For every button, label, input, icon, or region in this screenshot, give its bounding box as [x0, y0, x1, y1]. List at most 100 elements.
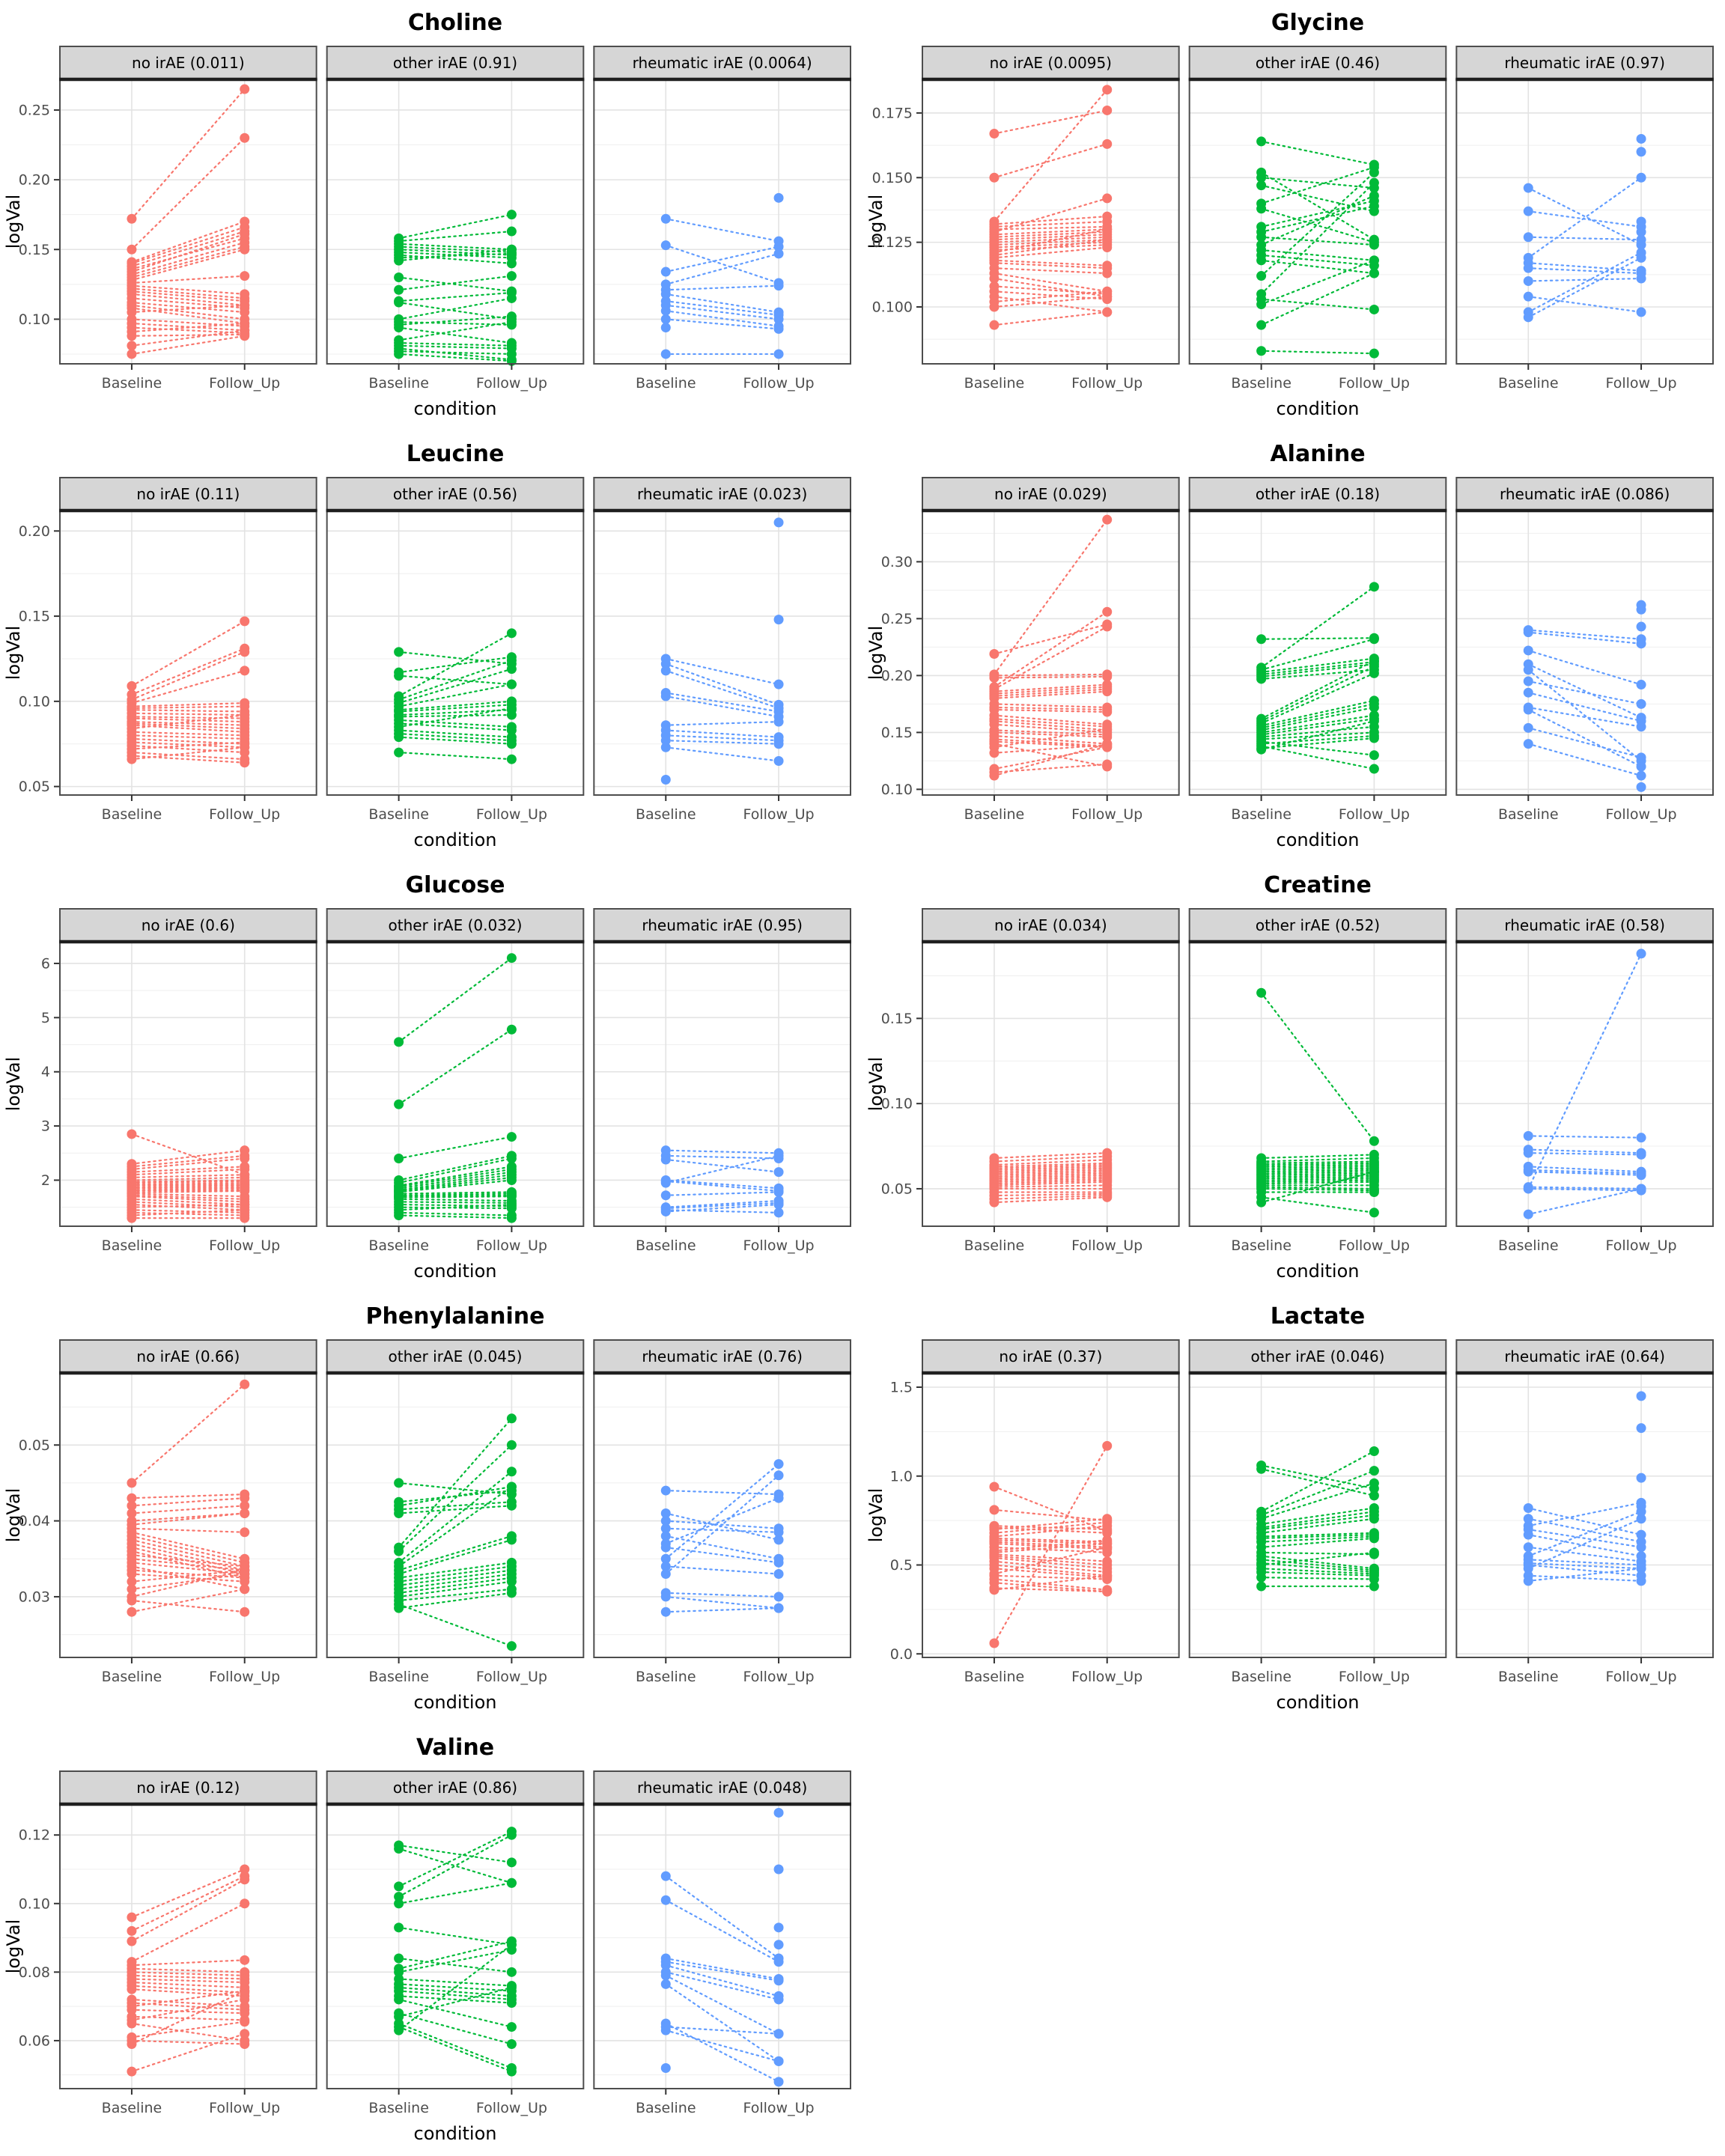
pair-line: [130, 2009, 246, 2015]
chart-svg-lactate: Lactate logVal condition 0.0 0.5 1.0 1.5 no irA…: [865, 1303, 1714, 1713]
pair-lines: [398, 1830, 513, 2073]
pair-lines: [130, 1133, 246, 1219]
data-point-baseline: [127, 349, 137, 359]
x-tick-label: Baseline: [102, 2100, 162, 2116]
x-tick-label: Baseline: [1231, 1237, 1292, 1254]
pair-line: [1260, 1551, 1375, 1566]
data-point-baseline: [989, 129, 1000, 139]
pair-line: [993, 763, 1108, 773]
data-point-baseline: [660, 1970, 671, 1981]
pair-line: [130, 1184, 246, 1187]
pair-line: [130, 88, 246, 220]
pair-line: [993, 1542, 1108, 1550]
facet-panel-no-irae-0-6-: no irAE (0.6) Baseline Follow_Up: [59, 908, 317, 1254]
pair-line: [993, 703, 1108, 709]
pair-line: [665, 729, 780, 738]
y-tick-label: 1.0: [890, 1468, 913, 1484]
pair-line: [1260, 1157, 1375, 1163]
facet-strip: [1188, 908, 1447, 943]
facet-strip-label: rheumatic irAE (0.76): [642, 1348, 803, 1365]
pair-line: [1260, 703, 1375, 729]
data-point-baseline: [394, 284, 404, 295]
pair-lines: [665, 1463, 780, 1613]
data-point-followup: [240, 616, 250, 627]
pair-line: [665, 1179, 780, 1190]
x-tick-label: Follow_Up: [743, 1669, 815, 1685]
y-tick-label: 0.25: [881, 611, 913, 627]
chart-svg-leucine: Leucine logVal condition 0.05 0.10 0.15 0.20 no…: [3, 441, 851, 850]
data-point-followup: [1369, 582, 1379, 592]
data-point-followup: [1369, 1187, 1379, 1197]
facet-strip-label: other irAE (0.18): [1256, 485, 1380, 503]
x-tick-label: Follow_Up: [1071, 806, 1143, 823]
pair-line: [993, 1181, 1108, 1187]
pair-line: [130, 702, 246, 707]
pair-line: [1527, 277, 1643, 282]
pair-line: [1260, 740, 1375, 756]
pair-line: [1260, 1464, 1375, 1490]
facet-panel-other-irae-0-46-: other irAE (0.46) Baseline Follow_Up: [1188, 46, 1447, 392]
pair-line: [665, 746, 780, 762]
pair-line: [993, 1171, 1108, 1176]
pair-line: [398, 1573, 513, 1590]
pair-line: [130, 1497, 246, 1507]
data-point-baseline: [660, 323, 671, 333]
data-point-followup: [1102, 307, 1113, 317]
y-tick-label: 0.125: [872, 234, 913, 251]
pair-line: [665, 740, 780, 745]
data-point-baseline: [394, 671, 404, 681]
data-point-followup: [773, 1957, 784, 1967]
data-point-baseline: [127, 2038, 137, 2049]
data-point-followup: [1636, 227, 1646, 237]
data-points: [127, 1379, 250, 1617]
pair-line: [130, 329, 246, 347]
data-point-baseline: [1523, 665, 1533, 675]
pair-line: [398, 722, 513, 731]
y-tick-label: 0.05: [19, 779, 50, 795]
data-point-followup: [240, 758, 250, 768]
data-point-baseline: [394, 349, 404, 359]
pair-line: [1260, 259, 1375, 305]
x-tick-label: Follow_Up: [1339, 375, 1410, 392]
data-point-baseline: [1256, 634, 1267, 645]
x-tick-label: Follow_Up: [1071, 1237, 1143, 1254]
data-point-followup: [773, 1569, 784, 1580]
data-point-baseline: [1256, 204, 1267, 214]
pair-lines: [398, 632, 513, 761]
data-point-followup: [240, 2029, 250, 2039]
pair-line: [130, 1527, 246, 1533]
pair-line: [1260, 1187, 1375, 1192]
pair-line: [993, 731, 1108, 738]
data-point-baseline: [1256, 320, 1267, 330]
figure-phenylalanine: Phenylalanine logVal condition 0.03 0.04 0.05…: [0, 1294, 862, 1725]
pair-line: [665, 310, 780, 327]
data-point-followup: [506, 226, 517, 237]
data-point-followup: [1369, 167, 1379, 177]
facet-strip-label: rheumatic irAE (0.97): [1504, 54, 1665, 72]
pair-line: [130, 275, 246, 284]
data-point-followup: [1636, 1501, 1646, 1511]
x-axis-title: condition: [414, 1692, 497, 1713]
pair-lines: [1260, 140, 1375, 355]
data-point-baseline: [1523, 704, 1533, 715]
data-point-followup: [506, 1535, 517, 1545]
facet-panel-other-irae-0-86-: other irAE (0.86) Baseline Follow_Up: [326, 1770, 585, 2116]
pair-line: [993, 1578, 1108, 1591]
y-tick-label: 0.05: [19, 1437, 50, 1454]
pair-line: [1527, 257, 1643, 318]
pair-line: [130, 290, 246, 302]
facet-panel-no-irae-0-37-: no irAE (0.37) Baseline Follow_Up: [922, 1339, 1180, 1685]
pair-line: [1260, 1568, 1375, 1575]
pair-line: [993, 267, 1108, 275]
x-tick-label: Follow_Up: [476, 1669, 547, 1685]
data-point-followup: [506, 1132, 517, 1142]
pair-lines: [1527, 1502, 1643, 1582]
facet-strip-label: rheumatic irAE (0.95): [642, 916, 803, 934]
x-tick-label: Follow_Up: [1606, 1237, 1677, 1254]
data-point-followup: [506, 1577, 517, 1587]
pair-line: [993, 1546, 1108, 1575]
pair-line: [398, 1990, 513, 2001]
pair-line: [665, 1154, 780, 1160]
pair-line: [398, 321, 513, 341]
y-tick-label: 0.10: [19, 693, 50, 710]
